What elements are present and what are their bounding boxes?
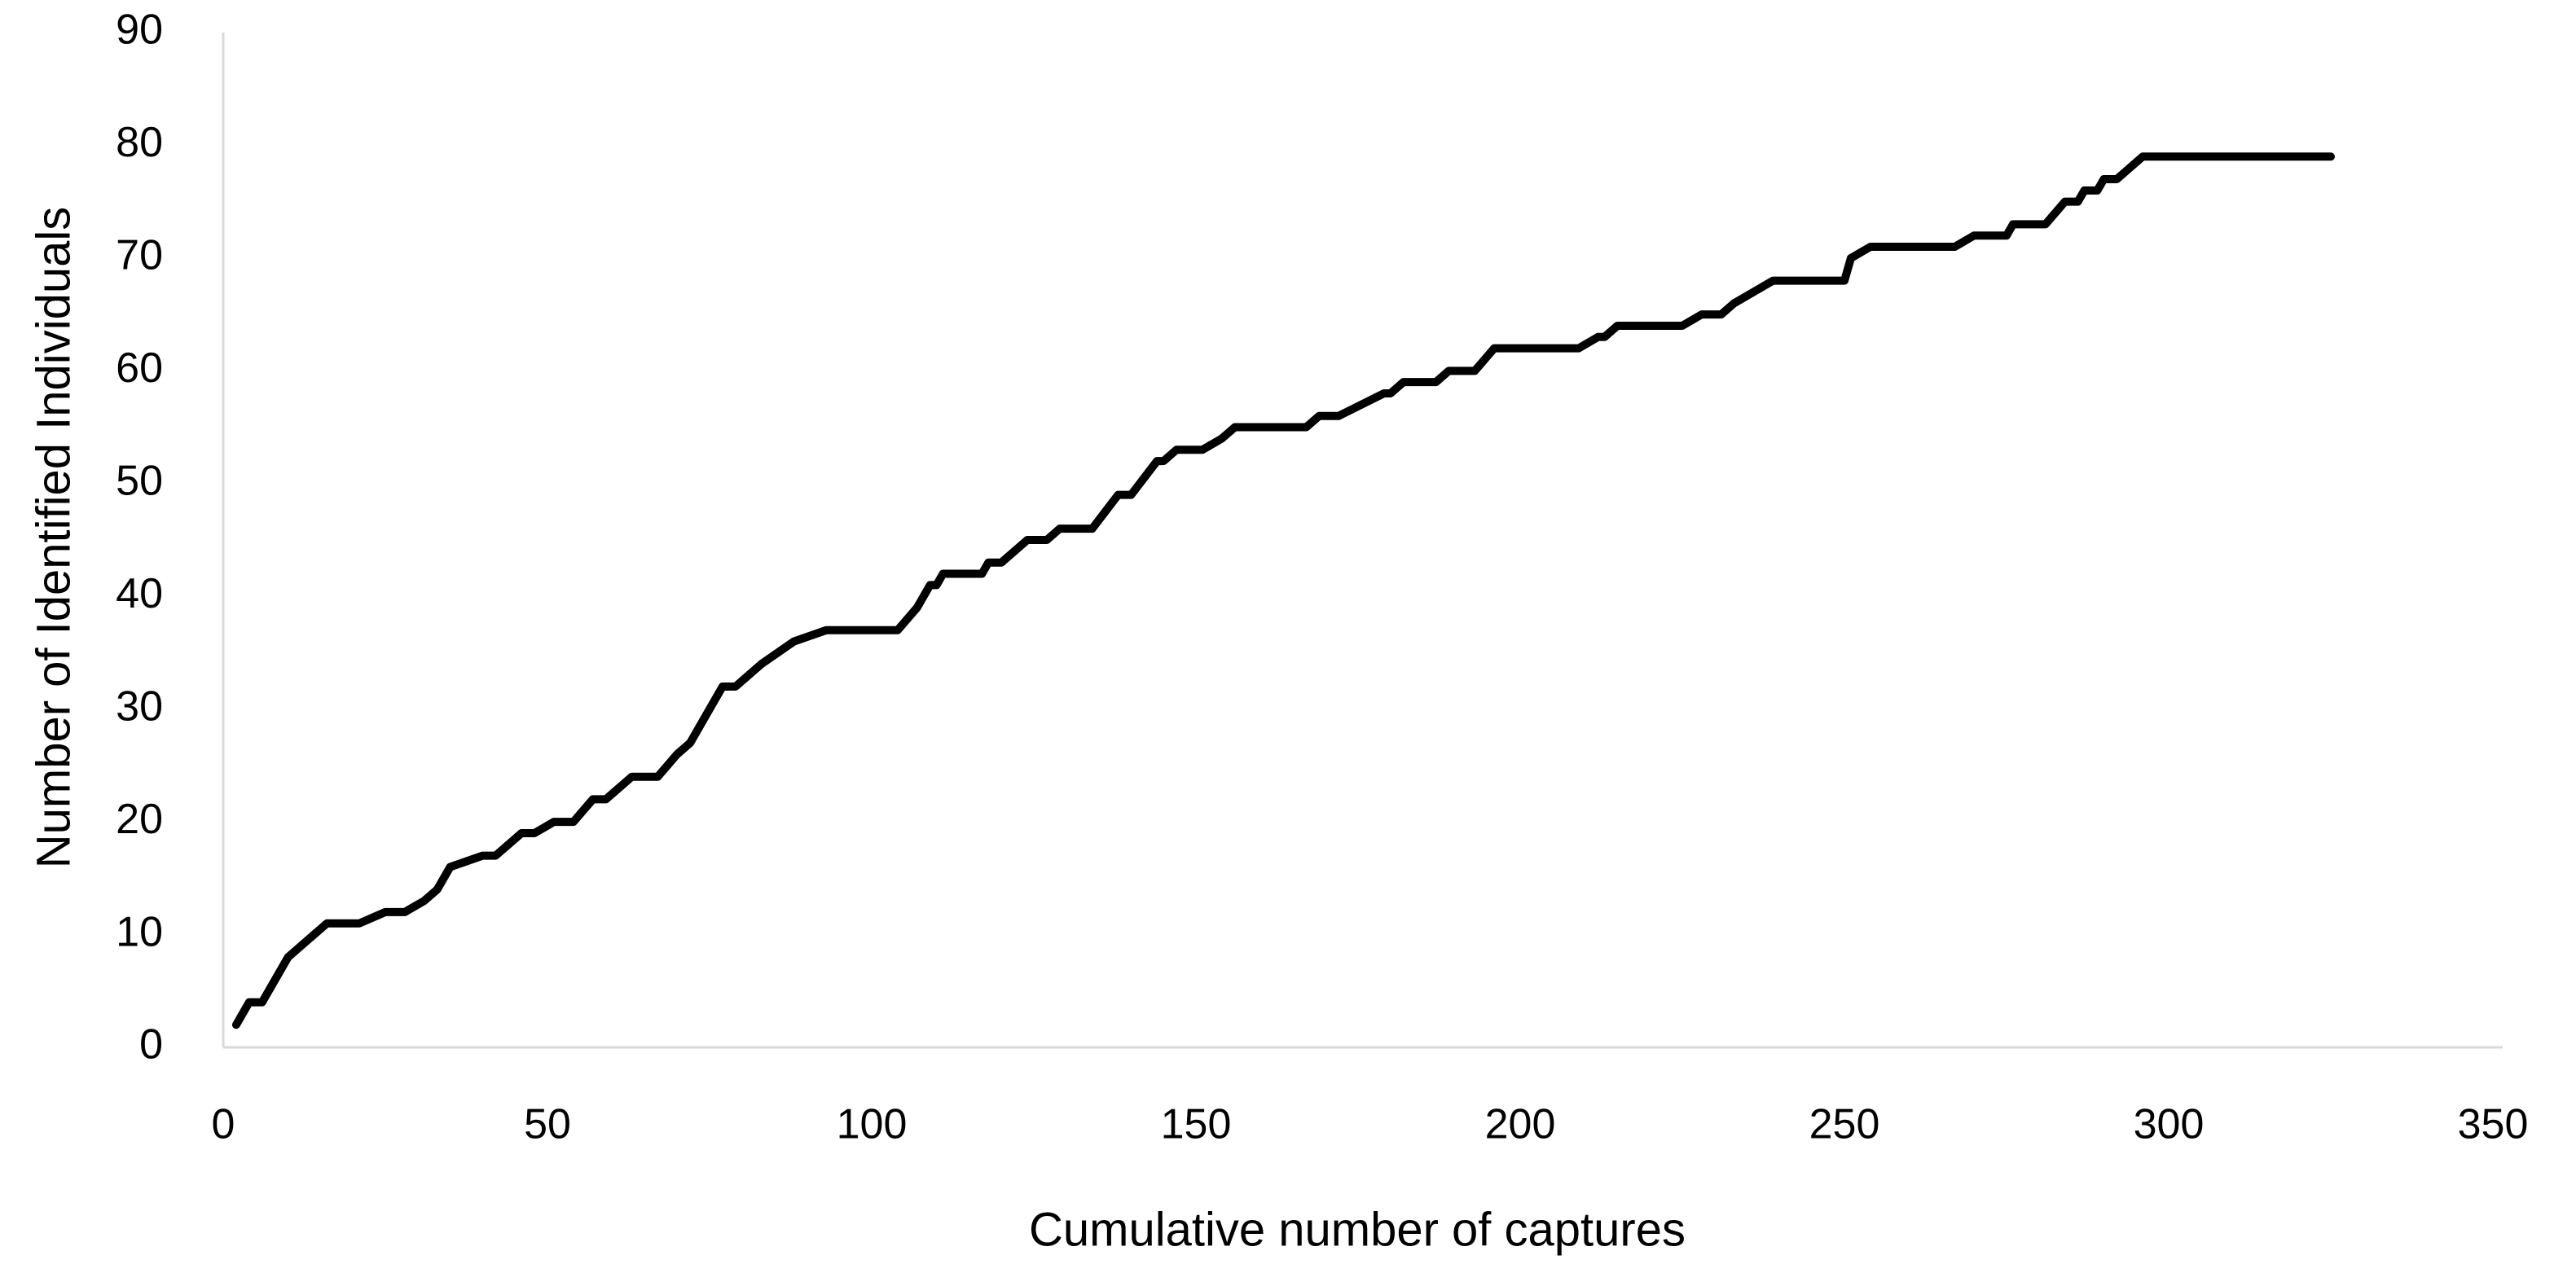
x-tick-label: 100	[837, 1101, 908, 1148]
x-tick-label: 350	[2458, 1101, 2529, 1148]
x-tick-label: 200	[1485, 1101, 1556, 1148]
y-tick-label: 40	[116, 570, 163, 617]
y-tick-label: 0	[139, 1021, 163, 1069]
x-tick-label: 50	[524, 1101, 571, 1148]
y-tick-label: 30	[116, 683, 163, 730]
y-tick-label: 50	[116, 458, 163, 505]
y-tick-label: 90	[116, 7, 163, 54]
x-axis-title: Cumulative number of captures	[1029, 1203, 1686, 1256]
x-tick-label: 150	[1161, 1101, 1232, 1148]
data-line	[231, 152, 2335, 1029]
y-tick-label: 10	[116, 908, 163, 955]
x-tick-label: 0	[212, 1101, 235, 1148]
y-tick-label: 70	[116, 232, 163, 279]
y-tick-label: 20	[116, 796, 163, 843]
y-tick-label: 80	[116, 119, 163, 166]
y-tick-label: 60	[116, 345, 163, 392]
y-axis-title: Number of Identified Individuals	[27, 207, 80, 868]
x-tick-label: 300	[2134, 1101, 2205, 1148]
x-tick-label: 250	[1809, 1101, 1880, 1148]
